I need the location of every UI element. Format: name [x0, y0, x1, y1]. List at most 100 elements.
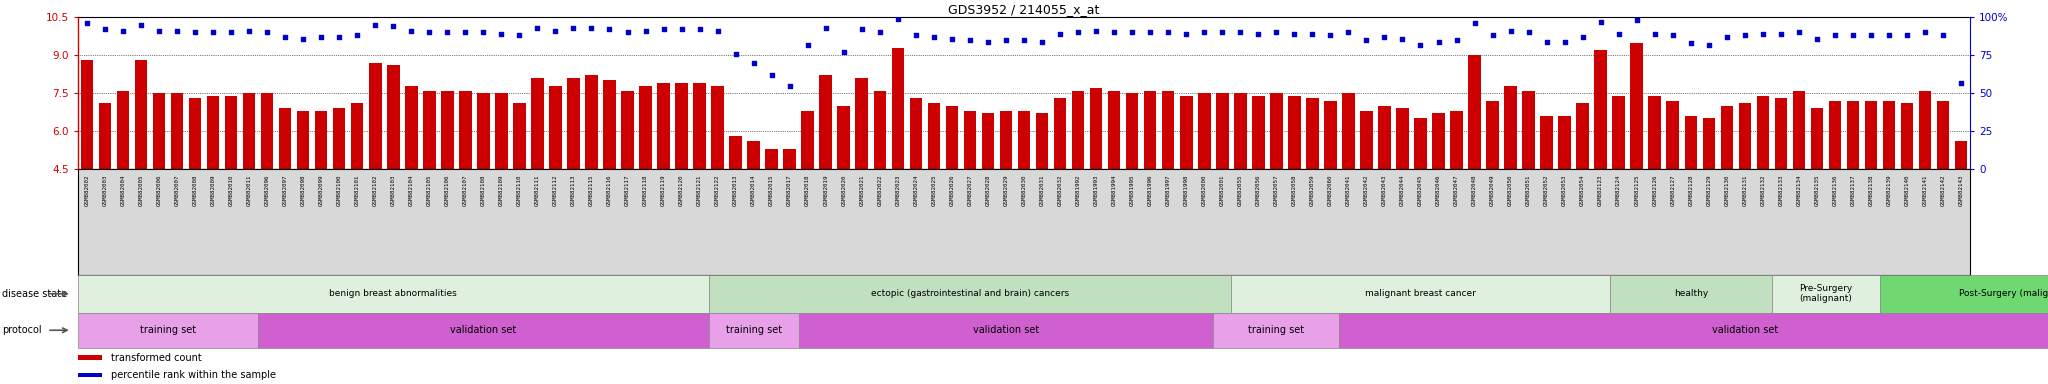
Bar [1829, 101, 1841, 283]
Bar [1145, 91, 1157, 283]
Point [594, 26, 627, 33]
Bar [154, 93, 166, 283]
Text: GSM882119: GSM882119 [662, 174, 666, 206]
Text: GSM882024: GSM882024 [913, 174, 918, 206]
Text: GSM882018: GSM882018 [805, 174, 811, 206]
Bar [1649, 96, 1661, 283]
Point [1225, 30, 1257, 36]
Bar [1577, 103, 1589, 283]
Bar [784, 149, 797, 283]
Bar [78, 313, 258, 348]
Bar [369, 63, 381, 283]
Text: GSM882049: GSM882049 [1491, 174, 1495, 206]
Bar [1702, 118, 1714, 283]
Text: GSM882041: GSM882041 [1346, 174, 1352, 206]
Bar [549, 86, 561, 283]
Point [1530, 38, 1563, 45]
Bar [1720, 106, 1733, 283]
Text: GSM882029: GSM882029 [1004, 174, 1008, 206]
Text: GSM882027: GSM882027 [967, 174, 973, 206]
Text: GSM882120: GSM882120 [680, 174, 684, 206]
Point [1421, 38, 1454, 45]
Text: GSM882054: GSM882054 [1581, 174, 1585, 206]
Text: GSM882058: GSM882058 [1292, 174, 1296, 206]
Point [160, 28, 193, 34]
Bar [801, 111, 813, 283]
Text: GSM882130: GSM882130 [1724, 174, 1729, 206]
Point [430, 30, 463, 36]
Text: malignant breast cancer: malignant breast cancer [1366, 289, 1477, 298]
Text: GSM882011: GSM882011 [246, 174, 252, 206]
Point [1620, 17, 1653, 23]
Point [1657, 32, 1690, 38]
Text: percentile rank within the sample: percentile rank within the sample [111, 370, 276, 380]
Bar [188, 98, 201, 283]
Point [1135, 30, 1167, 36]
Bar [80, 60, 92, 283]
Bar [1341, 93, 1354, 283]
Point [233, 28, 266, 34]
Text: GSM882104: GSM882104 [410, 174, 414, 206]
Point [846, 26, 879, 33]
Text: GSM882132: GSM882132 [1761, 174, 1765, 206]
Bar [117, 91, 129, 283]
Bar [946, 106, 958, 283]
Bar [729, 136, 741, 283]
Point [719, 51, 752, 57]
Point [1405, 41, 1438, 48]
Text: GSM882014: GSM882014 [752, 174, 756, 206]
Point [827, 49, 860, 55]
Text: ectopic (gastrointestinal and brain) cancers: ectopic (gastrointestinal and brain) can… [870, 289, 1069, 298]
Bar [694, 83, 707, 283]
Bar [657, 83, 670, 283]
Bar [1378, 106, 1391, 283]
Text: GSM882026: GSM882026 [950, 174, 954, 206]
Bar [567, 78, 580, 283]
Point [629, 28, 662, 34]
Text: GSM881992: GSM881992 [1075, 174, 1081, 206]
Bar [225, 96, 238, 283]
Text: healthy: healthy [1673, 289, 1708, 298]
Point [1206, 30, 1239, 36]
Text: GSM882106: GSM882106 [444, 174, 451, 206]
Text: GSM882044: GSM882044 [1401, 174, 1405, 206]
Point [989, 37, 1022, 43]
Point [377, 23, 410, 30]
Bar [1880, 275, 2048, 313]
Text: GSM882139: GSM882139 [1886, 174, 1892, 206]
Text: GSM882043: GSM882043 [1382, 174, 1386, 206]
Text: benign breast abnormalities: benign breast abnormalities [330, 289, 457, 298]
Bar [387, 65, 399, 283]
Text: GSM882003: GSM882003 [102, 174, 106, 206]
Text: GSM882113: GSM882113 [571, 174, 575, 206]
Point [520, 25, 553, 31]
Point [809, 25, 842, 31]
Text: GSM882142: GSM882142 [1942, 174, 1946, 206]
Text: GSM882118: GSM882118 [643, 174, 647, 206]
Text: GSM882141: GSM882141 [1923, 174, 1927, 206]
Text: GSM882096: GSM882096 [264, 174, 270, 206]
Point [1692, 41, 1724, 48]
Bar [604, 81, 616, 283]
Bar [819, 75, 831, 283]
Point [936, 35, 969, 41]
Bar [1450, 111, 1462, 283]
Bar [1180, 96, 1192, 283]
Bar [440, 91, 453, 283]
Bar [1198, 93, 1210, 283]
Point [610, 30, 643, 36]
Bar [1307, 98, 1319, 283]
Point [485, 31, 518, 37]
Text: GSM882129: GSM882129 [1706, 174, 1712, 206]
Point [918, 34, 950, 40]
Text: GSM882135: GSM882135 [1815, 174, 1819, 206]
Text: GSM882019: GSM882019 [823, 174, 827, 206]
Bar [874, 91, 887, 283]
Text: validation set: validation set [1712, 325, 1778, 335]
Bar [1339, 313, 2048, 348]
Text: GSM882140: GSM882140 [1905, 174, 1909, 206]
Bar [1161, 91, 1174, 283]
Text: GSM881993: GSM881993 [1094, 174, 1098, 206]
Point [1495, 28, 1528, 34]
Text: GSM881994: GSM881994 [1112, 174, 1116, 206]
